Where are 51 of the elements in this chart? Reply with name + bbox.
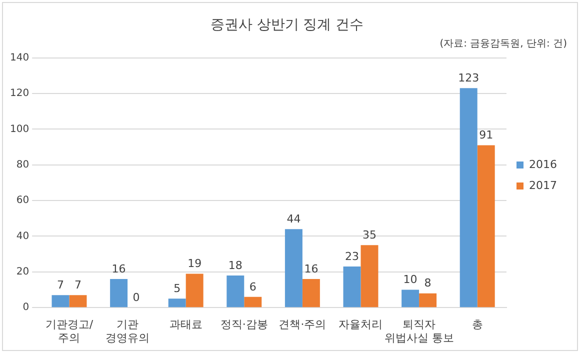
bar (52, 295, 70, 308)
data-label: 8 (424, 276, 432, 290)
data-label: 44 (286, 212, 301, 226)
bar (460, 88, 478, 308)
x-tick-label: 과태료 (169, 318, 202, 332)
x-tick-label: 기관경고/주의 (45, 318, 94, 344)
x-tick-label: 자율처리 (338, 318, 383, 332)
x-tick-label: 기관 경영유의 (106, 318, 150, 344)
chart-title: 증권사 상반기 징계 건수 (210, 17, 364, 34)
y-tick-label: 100 (10, 124, 30, 135)
bar (244, 296, 262, 308)
x-tick-label: 총 (472, 318, 483, 332)
chart-subtitle: (자료: 금융감독원, 단위: 건) (440, 38, 568, 50)
bar (343, 266, 361, 308)
data-label: 123 (458, 71, 480, 84)
bar (168, 298, 186, 308)
data-label: 0 (132, 290, 140, 304)
bar (302, 279, 320, 308)
bar (477, 145, 495, 308)
x-tick-label: 견책·주의 (278, 318, 326, 332)
data-label: 16 (304, 262, 318, 276)
data-label: 18 (228, 258, 242, 272)
data-label: 16 (112, 262, 126, 276)
bar (110, 279, 128, 308)
legend-label: 2016 (529, 158, 558, 171)
bar (284, 229, 302, 308)
data-label: 7 (56, 278, 64, 292)
y-tick-label: 20 (16, 266, 30, 278)
x-tick-label: 정직·감봉 (220, 318, 268, 332)
data-label: 7 (74, 278, 82, 292)
bar (402, 290, 420, 308)
data-label: 35 (362, 228, 376, 242)
bar (69, 295, 87, 308)
data-label: 10 (403, 273, 418, 286)
bar (360, 245, 378, 308)
y-tick-label: 120 (10, 88, 30, 100)
y-tick-label: 0 (22, 302, 30, 314)
bar (186, 274, 204, 308)
y-tick-label: 40 (16, 230, 30, 242)
y-tick-label: 140 (10, 52, 30, 64)
bar (226, 275, 244, 308)
legend-label: 2017 (529, 178, 558, 192)
data-label: 91 (479, 128, 494, 142)
y-tick-label: 80 (16, 159, 30, 170)
bar (419, 293, 437, 308)
data-label: 6 (249, 280, 256, 294)
data-label: 23 (345, 250, 360, 263)
data-label: 19 (188, 257, 202, 270)
x-tick-label: 퇴직자 위법사실 통보 (384, 318, 454, 344)
data-label: 5 (174, 282, 181, 296)
y-tick-label: 60 (16, 195, 30, 206)
